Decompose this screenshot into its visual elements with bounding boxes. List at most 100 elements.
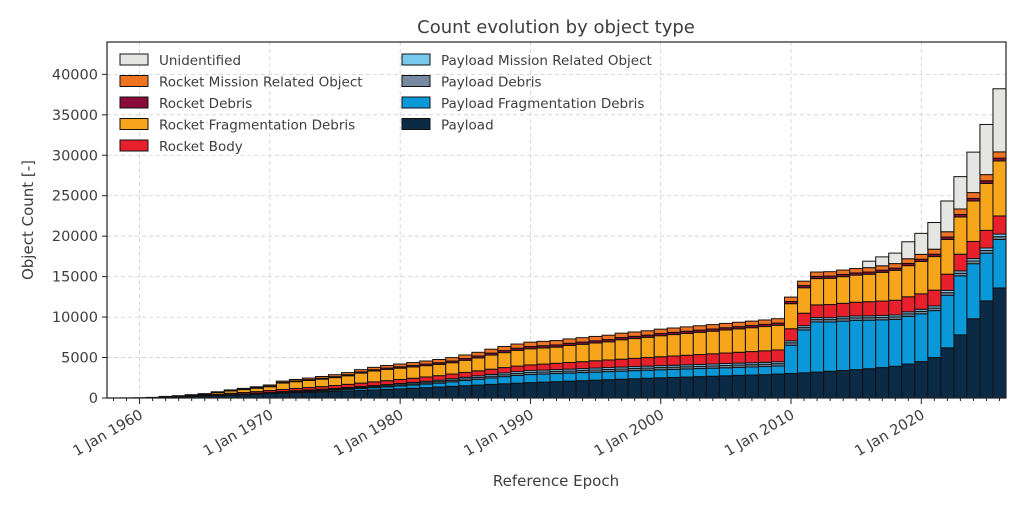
bar-segment xyxy=(810,371,825,399)
bar-segment xyxy=(497,367,512,374)
bar-segment xyxy=(770,349,786,363)
y-tick-label: 20000 xyxy=(52,229,98,245)
bar-segment xyxy=(718,322,733,329)
bar-segment xyxy=(744,320,759,327)
bar-segment xyxy=(510,349,525,367)
bar-segment xyxy=(849,268,864,274)
bar-segment xyxy=(940,200,955,233)
bar-segment xyxy=(510,375,525,384)
bar-segment xyxy=(992,151,1007,159)
bar-segment xyxy=(927,256,942,291)
legend-label: Unidentified xyxy=(159,53,241,69)
bar-segment xyxy=(510,382,525,399)
bar-segment xyxy=(979,229,994,249)
bar-segment xyxy=(445,381,460,387)
bar-segment xyxy=(927,222,942,250)
bar-segment xyxy=(301,391,316,399)
bar-segment xyxy=(484,377,499,385)
bar-segment xyxy=(393,378,408,385)
bar-segment xyxy=(692,325,707,331)
bar-segment xyxy=(731,328,746,353)
chart-title: Count evolution by object type xyxy=(417,17,695,38)
bar-segment xyxy=(875,271,890,302)
bar-segment xyxy=(301,377,316,381)
bar-segment xyxy=(679,332,694,356)
bar-segment xyxy=(523,374,538,384)
x-tick-label: 1 Jan 1980 xyxy=(331,407,406,460)
bar-segment xyxy=(666,355,681,366)
bar-segment xyxy=(445,373,460,380)
bar-segment xyxy=(770,365,786,375)
bar-segment xyxy=(966,240,981,260)
bar-segment xyxy=(406,366,421,379)
bar-segment xyxy=(458,371,473,378)
bar-segment xyxy=(888,299,903,316)
bar-segment xyxy=(770,324,786,351)
bar-segment xyxy=(940,273,955,291)
bar-segment xyxy=(536,363,551,371)
bar-segment xyxy=(953,208,968,215)
bar-segment xyxy=(510,365,525,373)
y-tick-label: 35000 xyxy=(52,108,98,124)
legend-label: Payload Fragmentation Debris xyxy=(441,96,644,112)
bar-segment xyxy=(953,253,968,272)
bar-segment xyxy=(784,372,799,399)
bar-segment xyxy=(914,361,929,399)
bar-segment xyxy=(262,386,277,392)
x-tick-label: 1 Jan 2000 xyxy=(592,407,667,460)
bar-segment xyxy=(588,379,603,399)
bar-segment xyxy=(992,287,1007,399)
bar-segment xyxy=(744,327,759,353)
bar-segment xyxy=(640,369,655,379)
bar-segment xyxy=(367,366,382,371)
bar-segment xyxy=(640,336,655,359)
bar-segment xyxy=(406,362,421,366)
legend-swatch xyxy=(401,53,431,66)
bar-segment xyxy=(979,252,994,302)
bar-segment xyxy=(614,370,629,380)
y-tick-label: 0 xyxy=(89,391,98,407)
bar-segment xyxy=(666,334,681,357)
bar-segment xyxy=(327,390,343,399)
series-rocket-fragmentation-debris xyxy=(158,160,1007,398)
bar-segment xyxy=(575,380,590,399)
bar-segment xyxy=(575,372,590,382)
bar-segment xyxy=(471,384,486,399)
bar-segment xyxy=(862,267,877,273)
bar-segment xyxy=(419,383,434,389)
y-axis-label: Object Count [-] xyxy=(19,160,37,280)
bar-segment xyxy=(731,351,746,364)
bar-segment xyxy=(823,370,838,399)
bar-segment xyxy=(614,332,629,339)
bar-segment xyxy=(327,377,343,387)
bar-segment xyxy=(380,388,395,399)
bar-segment xyxy=(862,319,877,370)
bar-segment xyxy=(367,381,382,387)
bar-segment xyxy=(679,326,694,332)
bar-segment xyxy=(549,381,564,399)
bar-segment xyxy=(836,269,851,275)
bar-segment xyxy=(992,238,1007,289)
series-rocket-body xyxy=(106,215,1007,399)
bar-segment xyxy=(432,382,447,388)
bar-segment xyxy=(354,372,369,384)
bar-segment xyxy=(471,378,486,386)
bar-segment xyxy=(445,385,460,399)
bar-segment xyxy=(314,375,329,379)
bars xyxy=(106,88,1007,399)
bar-segment xyxy=(510,343,525,349)
bar-segment xyxy=(575,361,590,370)
bar-segment xyxy=(810,321,825,373)
bar-segment xyxy=(757,326,772,352)
bar-segment xyxy=(601,371,616,381)
series-rocket-debris xyxy=(184,157,1007,396)
bar-segment xyxy=(588,342,603,362)
bar-segment xyxy=(614,358,629,368)
bar-segment xyxy=(914,293,929,310)
bar-segment xyxy=(471,357,486,372)
bar-segment xyxy=(862,260,877,269)
bar-segment xyxy=(666,376,681,399)
x-tick-label: 1 Jan 1960 xyxy=(71,407,146,460)
x-axis-label: Reference Epoch xyxy=(493,472,619,490)
y-tick-label: 25000 xyxy=(52,189,98,205)
